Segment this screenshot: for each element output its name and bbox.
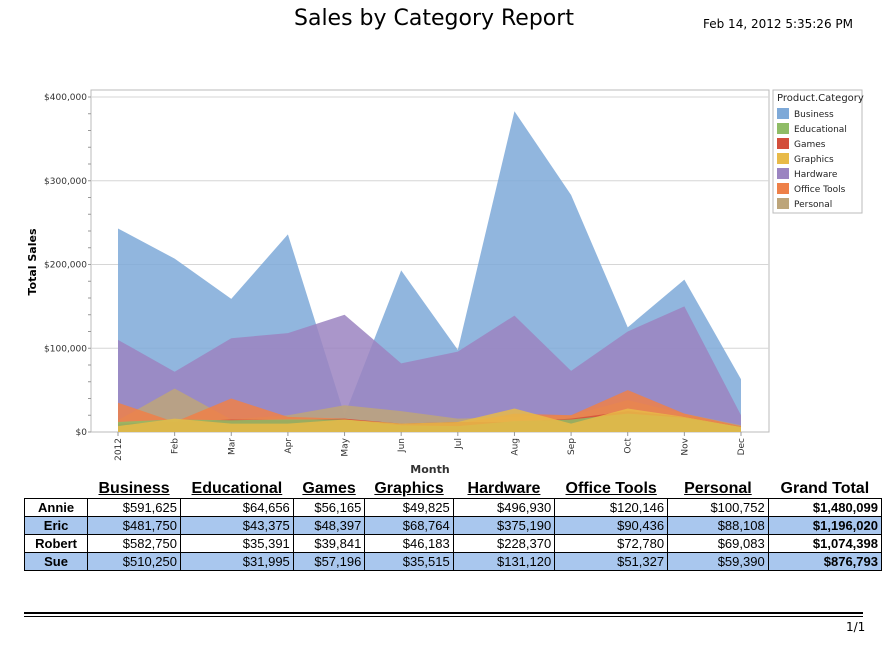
table-cell: $496,930 bbox=[452, 498, 556, 517]
column-header: Grand Total bbox=[780, 479, 870, 497]
table-cell: $120,146 bbox=[554, 498, 669, 517]
table-cell: $64,656 bbox=[180, 498, 294, 517]
table-cell: $72,780 bbox=[554, 534, 669, 553]
y-axis-label: Total Sales bbox=[26, 228, 39, 295]
chart-legend: Product.Category Business Educational Game… bbox=[772, 89, 864, 214]
legend-swatch bbox=[777, 108, 789, 119]
area-graphics bbox=[118, 408, 741, 432]
y-tick-label: $400,000 bbox=[44, 93, 87, 103]
x-tick-label: Mar bbox=[227, 438, 237, 455]
y-tick-label: $200,000 bbox=[44, 261, 87, 271]
table-cell: $57,196 bbox=[292, 552, 366, 571]
column-header: Personal bbox=[684, 479, 752, 497]
legend-label: Hardware bbox=[794, 170, 838, 180]
table-cell: $100,752 bbox=[667, 498, 769, 517]
column-header: Graphics bbox=[374, 479, 444, 497]
table-cell: $510,250 bbox=[87, 552, 181, 571]
row-label: Sue bbox=[23, 552, 89, 571]
table-cell: $131,120 bbox=[452, 552, 556, 571]
table-cell: $43,375 bbox=[180, 516, 294, 535]
table-cell: $591,625 bbox=[87, 498, 181, 517]
sales-area-chart: $0 $100,000 $200,000 $300,000 $400,000 2012 F… bbox=[26, 89, 864, 476]
row-label: Robert bbox=[23, 534, 89, 553]
legend-swatch bbox=[777, 153, 789, 164]
table-cell: $481,750 bbox=[87, 516, 181, 535]
area-series bbox=[118, 111, 741, 433]
area-hardware bbox=[118, 306, 741, 432]
y-tick-label: $0 bbox=[76, 428, 88, 438]
legend-swatch bbox=[777, 123, 789, 134]
table-row: Annie $591,625 $64,656 $56,165 $49,825 $496,9… bbox=[23, 498, 882, 517]
legend-label: Educational bbox=[794, 125, 847, 135]
x-tick-label: Sep bbox=[567, 438, 577, 455]
x-axis-ticks: 2012 Feb Mar Apr May Jun Jul Aug Sep Oct Nov Dec bbox=[114, 432, 747, 461]
table-cell: $51,327 bbox=[554, 552, 669, 571]
page-number: 1/1 bbox=[846, 620, 866, 634]
table-cell: $39,841 bbox=[292, 534, 366, 553]
column-header: Educational bbox=[191, 479, 283, 497]
x-tick-label: 2012 bbox=[114, 438, 124, 461]
x-axis-label: Month bbox=[410, 463, 449, 476]
footer-rule-thin bbox=[24, 616, 863, 617]
table-header-row: Business Educational Games Graphics Hardware… bbox=[25, 479, 882, 499]
x-tick-label: May bbox=[341, 437, 351, 456]
legend-label: Games bbox=[794, 140, 826, 150]
table-cell: $31,995 bbox=[180, 552, 294, 571]
legend-label: Business bbox=[794, 110, 834, 120]
table-cell: $90,436 bbox=[554, 516, 669, 535]
table-cell: $59,390 bbox=[667, 552, 769, 571]
grand-total-cell: $1,480,099 bbox=[767, 498, 882, 517]
table-cell: $88,108 bbox=[667, 516, 769, 535]
x-tick-label: Nov bbox=[680, 437, 690, 455]
legend-swatch bbox=[777, 183, 789, 194]
grand-total-cell: $876,793 bbox=[767, 552, 882, 571]
y-tick-label: $100,000 bbox=[44, 344, 87, 354]
legend-title: Product.Category bbox=[777, 93, 864, 104]
x-tick-label: Oct bbox=[624, 438, 634, 454]
sales-table: Business Educational Games Graphics Hardware… bbox=[23, 479, 882, 571]
legend-label: Graphics bbox=[794, 155, 834, 165]
table-cell: $48,397 bbox=[292, 516, 366, 535]
column-header: Office Tools bbox=[565, 479, 657, 497]
column-header: Business bbox=[98, 479, 170, 497]
report-date: Feb 14, 2012 5:35:26 PM bbox=[703, 17, 853, 31]
x-tick-label: Dec bbox=[737, 438, 747, 455]
grand-total-cell: $1,196,020 bbox=[767, 516, 882, 535]
report-title: Sales by Category Report bbox=[294, 6, 574, 31]
table-cell: $49,825 bbox=[364, 498, 454, 517]
table-cell: $46,183 bbox=[364, 534, 454, 553]
table-cell: $68,764 bbox=[364, 516, 454, 535]
table-cell: $56,165 bbox=[292, 498, 366, 517]
row-label: Annie bbox=[23, 498, 89, 517]
legend-label: Personal bbox=[794, 200, 832, 210]
table-cell: $35,515 bbox=[364, 552, 454, 571]
table-cell: $375,190 bbox=[452, 516, 556, 535]
x-tick-label: Apr bbox=[284, 438, 294, 454]
x-tick-label: Feb bbox=[171, 438, 181, 454]
y-axis-ticks: $0 $100,000 $200,000 $300,000 $400,000 bbox=[44, 93, 91, 438]
legend-swatch bbox=[777, 198, 789, 209]
footer-rule bbox=[24, 612, 863, 614]
legend-label: Office Tools bbox=[794, 185, 846, 195]
table-row: Sue $510,250 $31,995 $57,196 $35,515 $131,120… bbox=[23, 552, 882, 571]
column-header: Hardware bbox=[467, 479, 541, 497]
y-tick-label: $300,000 bbox=[44, 177, 87, 187]
table-cell: $69,083 bbox=[667, 534, 769, 553]
table-cell: $35,391 bbox=[180, 534, 294, 553]
x-tick-label: Aug bbox=[510, 438, 520, 456]
table-header-blank bbox=[25, 479, 88, 499]
table-cell: $582,750 bbox=[87, 534, 181, 553]
x-tick-label: Jul bbox=[454, 438, 464, 450]
row-label: Eric bbox=[23, 516, 89, 535]
table-row: Eric $481,750 $43,375 $48,397 $68,764 $375,19… bbox=[23, 516, 882, 535]
table-cell: $228,370 bbox=[452, 534, 556, 553]
grand-total-cell: $1,074,398 bbox=[767, 534, 882, 553]
legend-swatch bbox=[777, 138, 789, 149]
x-tick-label: Jun bbox=[397, 438, 407, 453]
table-row: Robert $582,750 $35,391 $39,841 $46,183 $228,… bbox=[23, 534, 882, 553]
column-header: Games bbox=[302, 479, 356, 497]
legend-swatch bbox=[777, 168, 789, 179]
